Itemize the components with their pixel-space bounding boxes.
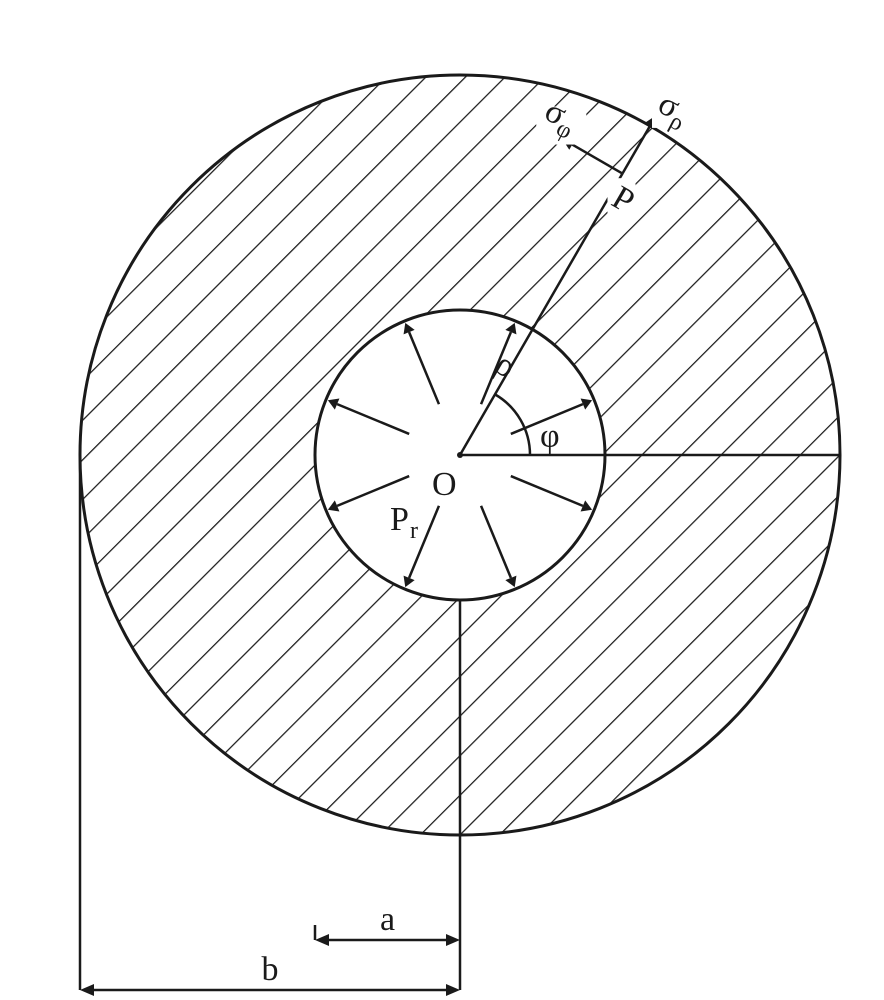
svg-text:ρ: ρ [489, 345, 522, 386]
pressure-arrow [481, 506, 511, 578]
label-dim-a: a [380, 901, 395, 938]
label-pressure: Pr [390, 501, 418, 544]
svg-text:P: P [390, 501, 409, 538]
label-phi: φ [540, 418, 560, 455]
pressure-arrow [511, 476, 583, 506]
label-dim-b: b [262, 951, 279, 988]
angle-arc [495, 394, 530, 455]
label-rho: ρ [489, 345, 522, 386]
pressure-arrow [337, 404, 409, 434]
pressure-arrow [409, 332, 439, 404]
svg-text:r: r [410, 518, 418, 544]
label-origin: O [432, 466, 457, 503]
annulus-stress-diagram: OPrφρPσφσρab [0, 0, 884, 1000]
